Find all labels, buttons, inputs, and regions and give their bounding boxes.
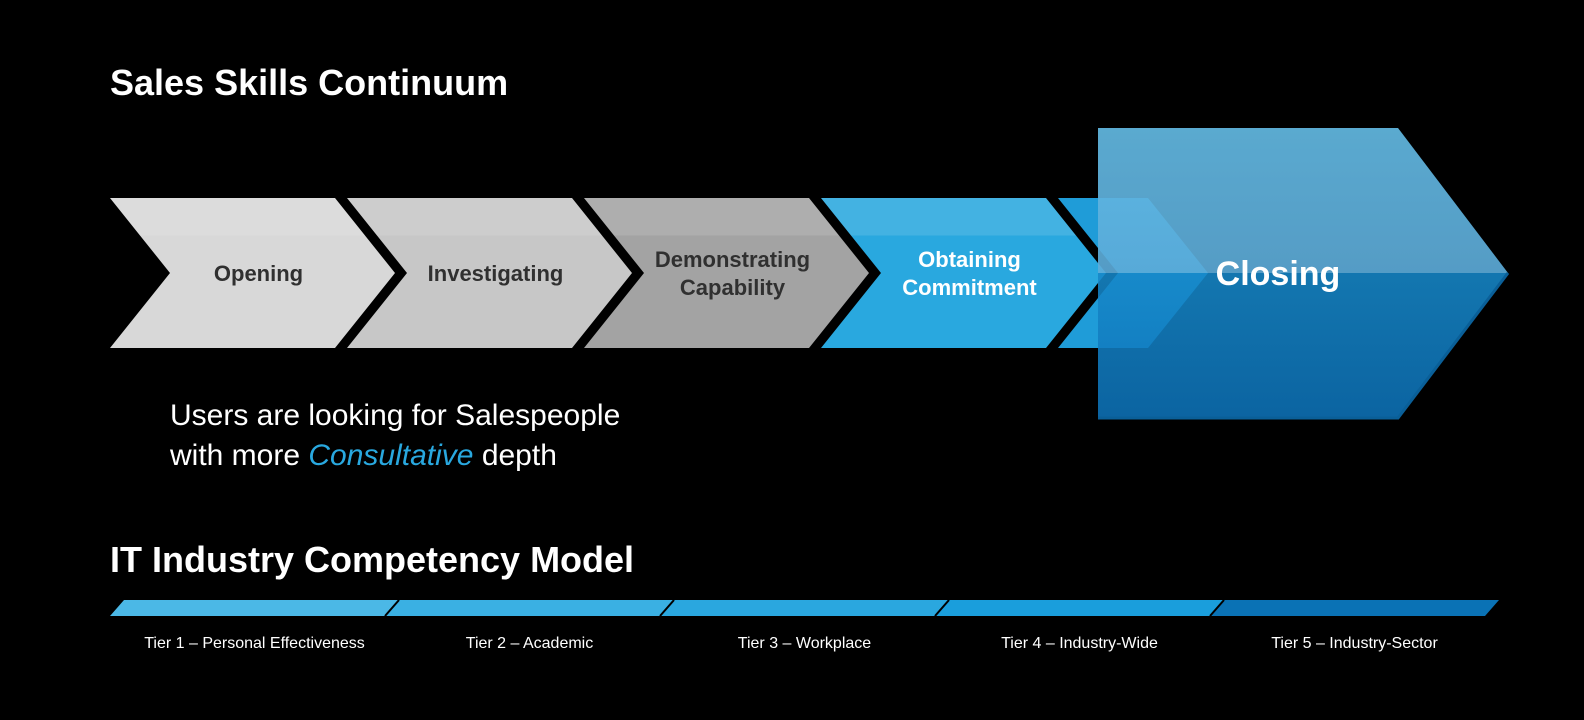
competency-segment-4	[935, 600, 1224, 616]
competency-segment-2	[385, 600, 674, 616]
competency-segment-1	[110, 600, 399, 616]
caption-line2-lead: with more	[169, 439, 308, 472]
chevron-highlight-4	[821, 198, 1076, 236]
chevron-label-4-line1: Obtaining	[918, 247, 1021, 272]
chevron-label-3-line1: Demonstrating	[655, 247, 810, 272]
competency-label-2: Tier 2 – Academic	[466, 635, 593, 652]
caption-line2-em: Consultative	[308, 439, 481, 472]
chevron-label-1: Opening	[214, 261, 303, 286]
chevron-highlight-2	[347, 198, 602, 236]
chevron-final-gloss	[1098, 128, 1508, 273]
competency-segment-3	[660, 600, 949, 616]
competency-label-1: Tier 1 – Personal Effectiveness	[144, 635, 365, 652]
chevron-final-label: Closing	[1216, 255, 1341, 293]
caption-line2: with more Consultative depth	[169, 439, 557, 472]
chevron-label-3-line2: Capability	[680, 275, 786, 300]
caption-line1: Users are looking for Salespeople	[170, 399, 620, 432]
chevron-label-2: Investigating	[428, 261, 564, 286]
title-bottom: IT Industry Competency Model	[110, 539, 634, 580]
competency-label-3: Tier 3 – Workplace	[738, 635, 871, 652]
title-top: Sales Skills Continuum	[110, 62, 508, 103]
chevron-highlight-3	[584, 198, 839, 236]
caption-line2-tail: depth	[482, 439, 557, 472]
chevron-highlight-1	[110, 198, 365, 236]
competency-segment-5	[1210, 600, 1499, 616]
competency-label-5: Tier 5 – Industry-Sector	[1271, 635, 1438, 652]
chevron-label-4-line2: Commitment	[902, 275, 1037, 300]
competency-label-4: Tier 4 – Industry-Wide	[1001, 635, 1158, 652]
